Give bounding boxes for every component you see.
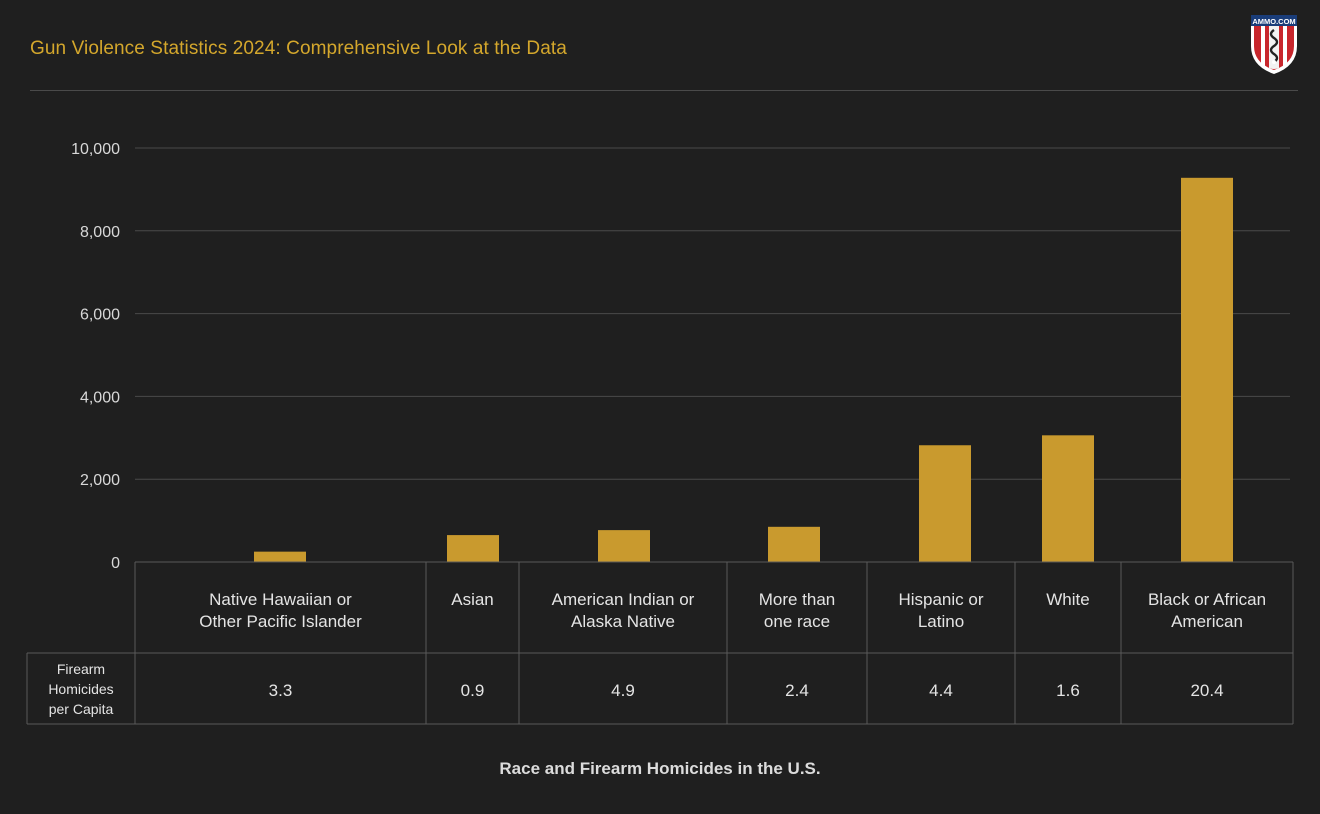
bar <box>919 445 971 562</box>
y-tick-label: 8,000 <box>80 224 120 241</box>
category-label-line: White <box>1046 590 1089 609</box>
bars <box>254 177 1233 563</box>
category-label: White <box>1046 590 1089 609</box>
category-label-line: Native Hawaiian or <box>209 590 352 609</box>
table-cell-value: 20.4 <box>1190 681 1223 700</box>
bar <box>447 535 499 562</box>
y-tick-label: 10,000 <box>71 141 120 158</box>
table-cell-value: 2.4 <box>785 681 809 700</box>
y-tick-label: 2,000 <box>80 472 120 489</box>
table-cell-value: 3.3 <box>269 681 293 700</box>
category-label: More than one race <box>759 590 836 631</box>
table-cell-value: 1.6 <box>1056 681 1080 700</box>
bar <box>1181 177 1233 563</box>
chart-caption: Race and Firearm Homicides in the U.S. <box>499 759 821 778</box>
shield-snake-logo-icon: AMMO.COM <box>1251 15 1297 74</box>
data-table: Native Hawaiian or Other Pacific Islander… <box>26 561 1294 725</box>
category-label-line: Alaska Native <box>571 612 675 631</box>
category-label-line: American <box>1171 612 1243 631</box>
page-title: Gun Violence Statistics 2024: Comprehens… <box>30 38 567 59</box>
category-label: Black or African American <box>1148 590 1266 631</box>
bar <box>1042 435 1094 562</box>
category-label-line: one race <box>764 612 830 631</box>
bar <box>768 526 820 562</box>
category-label: Hispanic or Latino <box>898 590 983 631</box>
table-row-header-line: per Capita <box>49 701 114 717</box>
logo-text: AMMO.COM <box>1252 17 1295 26</box>
bar <box>598 530 650 562</box>
category-label-line: Asian <box>451 590 494 609</box>
bar <box>254 551 306 562</box>
category-label-line: American Indian or <box>552 590 695 609</box>
table-row-header-line: Homicides <box>48 681 113 697</box>
table-cell-value: 4.9 <box>611 681 635 700</box>
category-label-line: Black or African <box>1148 590 1266 609</box>
y-tick-label: 0 <box>111 555 120 572</box>
title-divider <box>30 90 1298 91</box>
category-label-line: Hispanic or <box>898 590 983 609</box>
table-row-header: Firearm Homicides per Capita <box>48 661 113 717</box>
category-label: American Indian or Alaska Native <box>552 590 695 631</box>
category-label: Asian <box>451 590 494 609</box>
y-tick-label: 6,000 <box>80 307 120 324</box>
table-cell-value: 4.4 <box>929 681 953 700</box>
table-cell-value: 0.9 <box>461 681 485 700</box>
category-label-line: Latino <box>918 612 964 631</box>
table-row-header-line: Firearm <box>57 661 105 677</box>
category-label-line: Other Pacific Islander <box>199 612 362 631</box>
y-tick-label: 4,000 <box>80 389 120 406</box>
grid-lines <box>135 147 1290 480</box>
category-label: Native Hawaiian or Other Pacific Islander <box>199 590 362 631</box>
category-label-line: More than <box>759 590 836 609</box>
y-axis-ticks: 0 2,000 4,000 6,000 8,000 10,000 <box>71 141 120 572</box>
